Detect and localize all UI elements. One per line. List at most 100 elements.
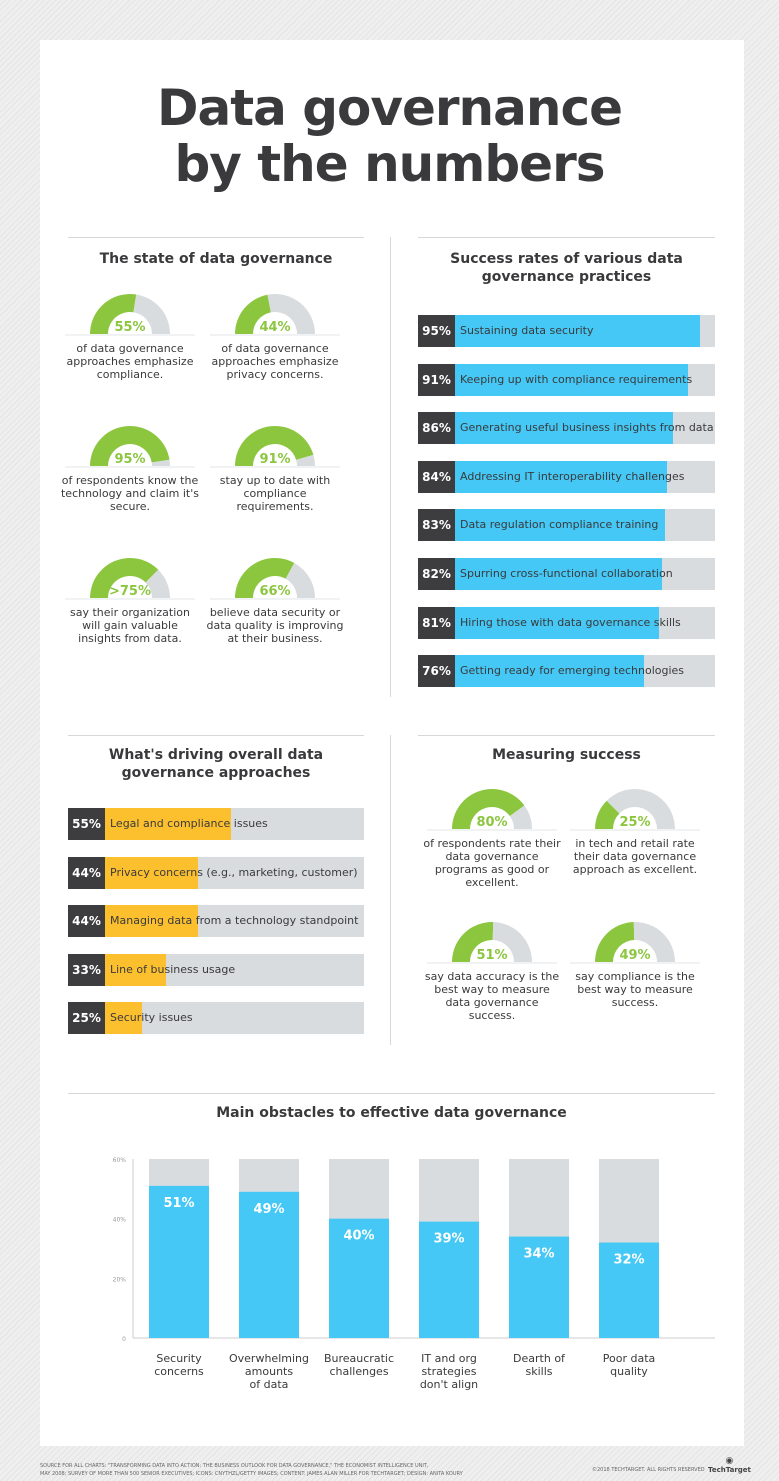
gauge-caption: say compliance is the best way to measur… [575, 970, 695, 1009]
bar-row: 44% Managing data from a technology stan… [68, 905, 364, 937]
gauge: 66% believe data security or data qualit… [205, 554, 345, 645]
gauge-value: 51% [476, 948, 508, 963]
copyright: ©2018 TechTarget. All rights reserved [592, 1467, 705, 1473]
bar [239, 1191, 299, 1338]
bar-row: 86% Generating useful business insights … [418, 412, 715, 445]
bar-value: 76% [418, 655, 455, 688]
bar-value: 91% [418, 363, 455, 396]
bar-row: 91% Keeping up with compliance requireme… [418, 363, 715, 396]
divider [68, 237, 364, 238]
bar-row: 95% Sustaining data security [418, 315, 715, 347]
bar [419, 1221, 479, 1338]
gauge-arc [210, 558, 340, 600]
gauge-caption: in tech and retail rate their data gover… [572, 837, 698, 876]
success-title: Success rates of various data governance… [450, 251, 683, 285]
bar-fill [418, 315, 701, 347]
gauge-value: 91% [259, 452, 291, 467]
bar-row: 25% Security issues [68, 1002, 364, 1034]
bar-value: 81% [418, 606, 455, 639]
driving-title: What's driving overall data governance a… [108, 747, 324, 781]
bar [329, 1218, 389, 1338]
obstacles-title: Main obstacles to effective data governa… [216, 1105, 567, 1121]
bar-value: 82% [418, 558, 455, 590]
gauge-arc [210, 294, 340, 336]
divider [68, 735, 364, 736]
gauge-value: 55% [114, 320, 146, 335]
gauge-arc [570, 789, 700, 831]
bar-row: 55% Legal and compliance issues [68, 808, 364, 840]
bar-fill [418, 363, 689, 396]
gauge-caption: of data governance approaches emphasize … [211, 342, 339, 381]
gauge-value: >75% [108, 584, 151, 599]
gauge: 49% say compliance is the best way to me… [565, 918, 705, 1009]
divider [68, 1093, 715, 1094]
y-tick-label: 40% [113, 1217, 127, 1224]
bar-value: 25% [68, 1002, 105, 1034]
bar-data-label: 51% [163, 1196, 194, 1211]
category-label: Security concerns [154, 1352, 204, 1378]
gauge-arc [210, 426, 340, 468]
gauge-arc [427, 922, 557, 964]
measuring-title: Measuring success [492, 747, 641, 763]
bar-label: Data regulation compliance training [460, 518, 659, 532]
bar-fill [418, 655, 644, 688]
bar-data-label: 34% [523, 1247, 554, 1262]
gauge-caption: stay up to date with compliance requirem… [219, 474, 331, 513]
bar-fill [418, 558, 662, 590]
gauge: 44% of data governance approaches emphas… [205, 290, 345, 381]
bar-row: 84% Addressing IT interoperability chall… [418, 460, 715, 493]
bar-label: Keeping up with compliance requirements [460, 372, 693, 386]
y-tick-label: 60% [113, 1157, 127, 1164]
gauge-caption: of data governance approaches emphasize … [66, 342, 194, 381]
eye-icon: ◉ [725, 1456, 734, 1466]
bar-label: Getting ready for emerging technologies [460, 664, 685, 678]
category-label: Bureaucratic challenges [324, 1352, 394, 1378]
gauge: 91% stay up to date with compliance requ… [205, 422, 345, 513]
bar-value: 44% [68, 905, 105, 937]
bar-data-label: 49% [253, 1202, 284, 1217]
gauge-arc [65, 426, 195, 468]
bar-value: 44% [68, 856, 105, 889]
bar-fill [418, 509, 665, 542]
techtarget-logo: ◉ TechTarget [708, 1456, 751, 1474]
bar-data-label: 40% [343, 1229, 374, 1244]
bar-row: 33% Line of business usage [68, 953, 364, 986]
gauge-caption: believe data security or data quality is… [206, 606, 344, 645]
bar [149, 1185, 209, 1338]
bar-row: 81% Hiring those with data governance sk… [418, 606, 715, 639]
gauge-caption: say data accuracy is the best way to mea… [424, 970, 560, 1022]
gauge-caption: of respondents know the technology and c… [60, 474, 199, 513]
gauge: 51% say data accuracy is the best way to… [422, 918, 562, 1022]
y-tick-label: 20% [113, 1276, 127, 1283]
divider [418, 237, 715, 238]
divider [418, 735, 715, 736]
bar-fill [418, 460, 668, 493]
bar-label: Spurring cross-functional collaboration [460, 567, 673, 580]
gauge-arc [427, 789, 557, 831]
bar-value: 33% [68, 953, 105, 986]
state-title: The state of data governance [99, 251, 333, 267]
gauge-value: 66% [259, 584, 291, 599]
bar [599, 1242, 659, 1338]
bar-label: Generating useful business insights from… [460, 421, 714, 435]
gauge: 95% of respondents know the technology a… [60, 422, 200, 513]
page-title: Data governance by the numbers [156, 79, 623, 193]
obstacles-bar-chart: 0 20% 40% 60% 51% Security concerns 49% Overwhel… [113, 1157, 715, 1391]
category-label: Dearth of skills [513, 1352, 566, 1378]
bar-row: 83% Data regulation compliance training [418, 509, 715, 542]
bar [509, 1236, 569, 1338]
gauge-value: 95% [114, 452, 146, 467]
gauge: 80% of respondents rate their data gover… [422, 785, 562, 889]
bar-label: Sustaining data security [460, 324, 594, 337]
category-label: Overwhelming amounts of data [229, 1352, 309, 1391]
bar-label: Managing data from a technology standpoi… [110, 914, 359, 927]
bar-label: Line of business usage [110, 962, 236, 976]
bar-label: Addressing IT interoperability challenge… [460, 469, 685, 483]
source-note: Source for all charts: "Transforming dat… [40, 1463, 463, 1477]
gauge-value: 25% [619, 815, 651, 830]
gauge: 55% of data governance approaches emphas… [60, 290, 200, 381]
gauge: 25% in tech and retail rate their data g… [565, 785, 705, 876]
gauge-arc [65, 558, 195, 600]
gauge: >75% say their organization will gain va… [60, 554, 200, 645]
y-tick-label: 0 [122, 1336, 126, 1343]
